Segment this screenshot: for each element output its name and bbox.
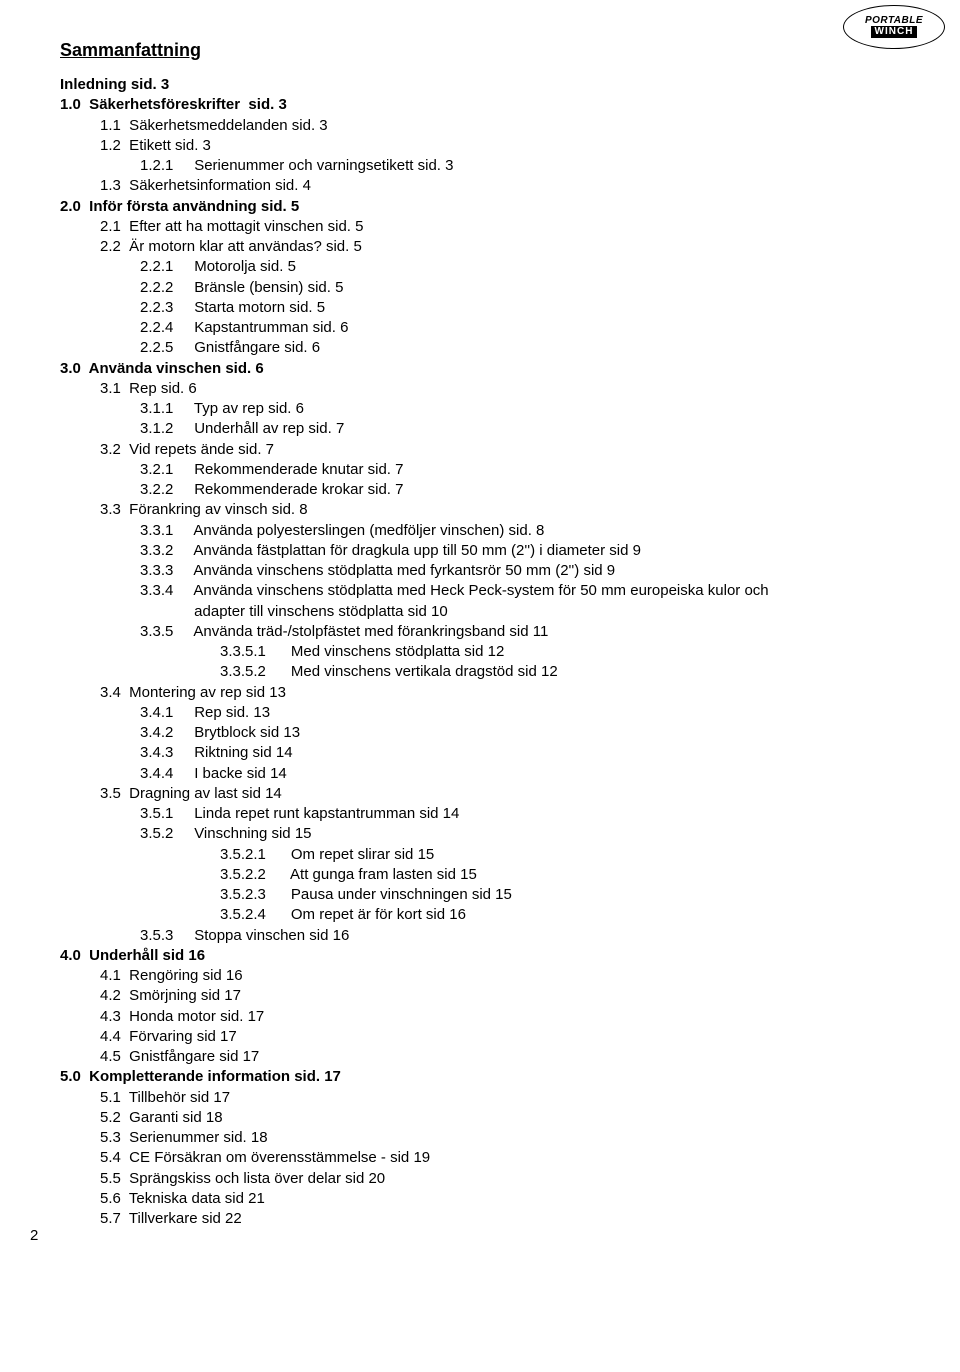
page-number: 2	[30, 1227, 38, 1244]
toc-line: 3.1.1 Typ av rep sid. 6	[140, 399, 900, 419]
toc-line: 3.3.5.2 Med vinschens vertikala dragstöd…	[220, 662, 900, 682]
toc-line: Inledning sid. 3	[60, 75, 900, 95]
toc-line: 3.3.3 Använda vinschens stödplatta med f…	[140, 561, 900, 581]
logo-line-1: PORTABLE	[865, 16, 923, 26]
table-of-contents: Inledning sid. 31.0 Säkerhetsföreskrifte…	[60, 75, 900, 1229]
toc-line: 3.4.1 Rep sid. 13	[140, 703, 900, 723]
toc-line: 3.4.3 Riktning sid 14	[140, 743, 900, 763]
toc-line: 3.3.4 Använda vinschens stödplatta med H…	[140, 581, 900, 601]
toc-line: 2.0 Inför första användning sid. 5	[60, 197, 900, 217]
toc-line: 3.5.2.4 Om repet är för kort sid 16	[220, 905, 900, 925]
toc-line: 2.2.4 Kapstantrumman sid. 6	[140, 318, 900, 338]
toc-line: 3.4.4 I backe sid 14	[140, 764, 900, 784]
document-page: PORTABLE WINCH Sammanfattning Inledning …	[0, 0, 960, 1259]
toc-line: 3.3.1 Använda polyesterslingen (medfölje…	[140, 521, 900, 541]
toc-line: 4.1 Rengöring sid 16	[100, 966, 900, 986]
toc-line: 3.3.5 Använda träd-/stolpfästet med föra…	[140, 622, 900, 642]
toc-line: 3.5.2 Vinschning sid 15	[140, 824, 900, 844]
toc-line: 5.4 CE Försäkran om överensstämmelse - s…	[100, 1148, 900, 1168]
toc-line: 5.0 Kompletterande information sid. 17	[60, 1067, 900, 1087]
toc-line: 1.2.1 Serienummer och varningsetikett si…	[140, 156, 900, 176]
toc-line: 2.2.3 Starta motorn sid. 5	[140, 298, 900, 318]
toc-line: 3.3.5.1 Med vinschens stödplatta sid 12	[220, 642, 900, 662]
toc-line: 3.4.2 Brytblock sid 13	[140, 723, 900, 743]
toc-line: 1.2 Etikett sid. 3	[100, 136, 900, 156]
toc-line: 5.2 Garanti sid 18	[100, 1108, 900, 1128]
toc-line: 5.5 Sprängskiss och lista över delar sid…	[100, 1169, 900, 1189]
toc-line: 1.0 Säkerhetsföreskrifter sid. 3	[60, 95, 900, 115]
toc-line: 4.0 Underhåll sid 16	[60, 946, 900, 966]
toc-line: 1.3 Säkerhetsinformation sid. 4	[100, 176, 900, 196]
toc-line: 3.5.2.3 Pausa under vinschningen sid 15	[220, 885, 900, 905]
toc-line: 3.4 Montering av rep sid 13	[100, 683, 900, 703]
toc-line: 3.2.2 Rekommenderade krokar sid. 7	[140, 480, 900, 500]
toc-line: 2.2.5 Gnistfångare sid. 6	[140, 338, 900, 358]
toc-line: 2.2.1 Motorolja sid. 5	[140, 257, 900, 277]
toc-line: 2.1 Efter att ha mottagit vinschen sid. …	[100, 217, 900, 237]
logo-line-2: WINCH	[871, 26, 918, 38]
toc-line: 3.1.2 Underhåll av rep sid. 7	[140, 419, 900, 439]
toc-line: 3.5 Dragning av last sid 14	[100, 784, 900, 804]
page-title: Sammanfattning	[60, 40, 900, 61]
toc-line: 3.2 Vid repets ände sid. 7	[100, 440, 900, 460]
toc-line: 3.5.3 Stoppa vinschen sid 16	[140, 926, 900, 946]
toc-line: 3.5.2.1 Om repet slirar sid 15	[220, 845, 900, 865]
toc-line: 3.3 Förankring av vinsch sid. 8	[100, 500, 900, 520]
toc-line: 3.0 Använda vinschen sid. 6	[60, 359, 900, 379]
toc-line: 1.1 Säkerhetsmeddelanden sid. 3	[100, 116, 900, 136]
toc-line: 3.3.2 Använda fästplattan för dragkula u…	[140, 541, 900, 561]
brand-logo: PORTABLE WINCH	[843, 5, 945, 49]
toc-line: 3.5.2.2 Att gunga fram lasten sid 15	[220, 865, 900, 885]
toc-line: 5.3 Serienummer sid. 18	[100, 1128, 900, 1148]
toc-line: adapter till vinschens stödplatta sid 10	[140, 602, 900, 622]
toc-line: 4.2 Smörjning sid 17	[100, 986, 900, 1006]
toc-line: 5.6 Tekniska data sid 21	[100, 1189, 900, 1209]
toc-line: 4.5 Gnistfångare sid 17	[100, 1047, 900, 1067]
toc-line: 4.3 Honda motor sid. 17	[100, 1007, 900, 1027]
toc-line: 3.5.1 Linda repet runt kapstantrumman si…	[140, 804, 900, 824]
toc-line: 3.2.1 Rekommenderade knutar sid. 7	[140, 460, 900, 480]
toc-line: 3.1 Rep sid. 6	[100, 379, 900, 399]
toc-line: 2.2 Är motorn klar att användas? sid. 5	[100, 237, 900, 257]
toc-line: 5.7 Tillverkare sid 22	[100, 1209, 900, 1229]
toc-line: 5.1 Tillbehör sid 17	[100, 1088, 900, 1108]
toc-line: 4.4 Förvaring sid 17	[100, 1027, 900, 1047]
toc-line: 2.2.2 Bränsle (bensin) sid. 5	[140, 278, 900, 298]
